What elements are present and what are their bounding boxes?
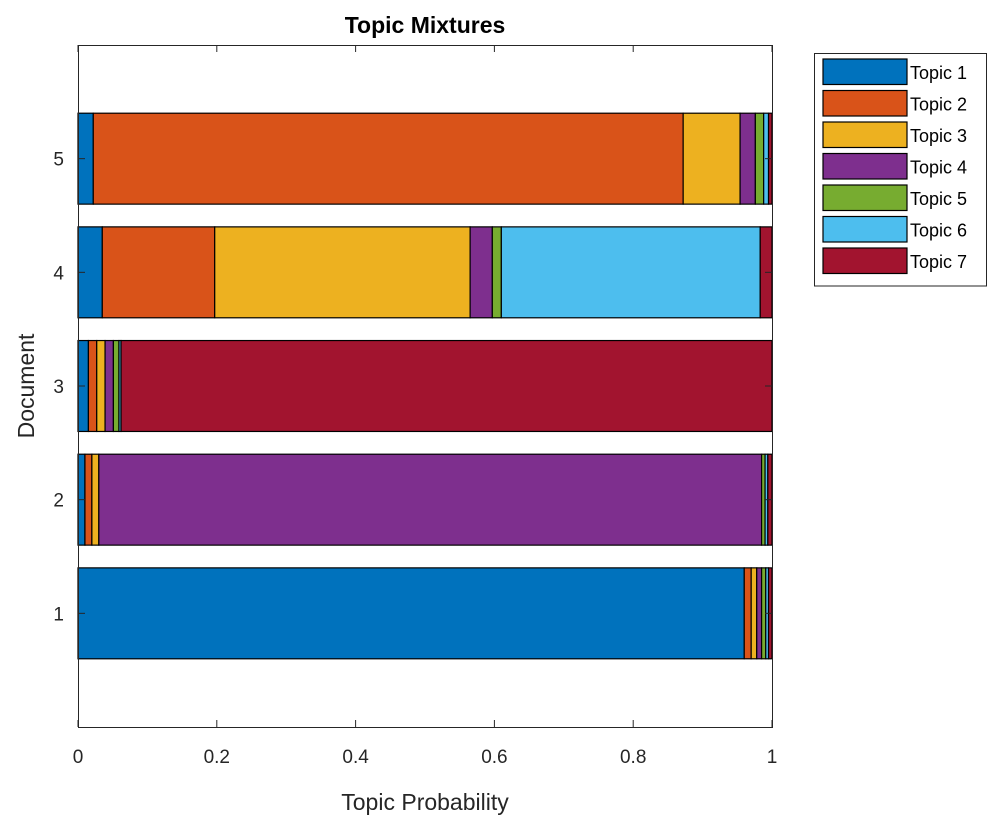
bars-group bbox=[77, 112, 773, 660]
legend-swatch-topic3 bbox=[822, 121, 908, 149]
legend-label-topic1: Topic 1 bbox=[910, 63, 967, 83]
bar-segment-doc3-topic5 bbox=[112, 339, 120, 433]
x-tick-label: 0.6 bbox=[481, 747, 507, 768]
bar-segment-doc3-topic7 bbox=[120, 339, 773, 433]
x-tick-label: 0.4 bbox=[342, 747, 369, 768]
legend-label-topic4: Topic 4 bbox=[910, 158, 967, 178]
y-tick-label: 3 bbox=[53, 377, 64, 398]
bar-segment-doc2-topic2 bbox=[84, 453, 93, 546]
x-tick-label: 0 bbox=[73, 747, 84, 768]
bar-segment-doc1-topic4 bbox=[756, 567, 763, 660]
y-tick-label: 1 bbox=[53, 604, 64, 625]
bar-segment-doc1-topic2 bbox=[743, 567, 752, 660]
bar-segment-doc3-topic4 bbox=[104, 339, 114, 433]
x-tick-label: 0.8 bbox=[620, 747, 646, 768]
legend-label-topic3: Topic 3 bbox=[910, 126, 967, 146]
bar-segment-doc4-topic6 bbox=[500, 226, 761, 319]
legend-swatch-topic6 bbox=[822, 215, 908, 243]
bar-segment-doc3-topic3 bbox=[96, 339, 106, 433]
y-axis-label: Document bbox=[13, 333, 39, 438]
legend-label-topic7: Topic 7 bbox=[910, 252, 967, 272]
y-tick-label: 5 bbox=[53, 150, 64, 171]
bar-segment-doc4-topic5 bbox=[491, 226, 502, 319]
legend: Topic 1 Topic 2 Topic 3 Topic 4 Topic 5 Topic… bbox=[814, 53, 987, 287]
legend-label-topic2: Topic 2 bbox=[910, 95, 967, 115]
bar-segment-doc1-topic1 bbox=[77, 567, 745, 660]
x-axis-ticks: 0 0.2 0.4 0.6 0.8 1 bbox=[73, 45, 778, 768]
bar-segment-doc5-topic4 bbox=[739, 112, 756, 205]
bar-segment-doc2-topic3 bbox=[91, 453, 100, 546]
x-tick-label: 0.2 bbox=[204, 747, 230, 768]
bar-segment-doc4-topic2 bbox=[101, 226, 216, 319]
legend-label-topic6: Topic 6 bbox=[910, 221, 967, 241]
bar-segment-doc4-topic4 bbox=[469, 226, 493, 319]
bar-segment-doc4-topic3 bbox=[214, 226, 471, 319]
legend-swatch-topic1 bbox=[822, 58, 908, 86]
y-axis-ticks: 1 2 3 4 5 bbox=[53, 150, 772, 625]
bar-segment-doc5-topic5 bbox=[754, 112, 765, 205]
legend-swatch-topic2 bbox=[822, 89, 908, 117]
legend-label-topic5: Topic 5 bbox=[910, 189, 967, 209]
bar-segment-doc1-topic3 bbox=[750, 567, 758, 660]
y-tick-label: 4 bbox=[53, 263, 64, 284]
bar-segment-doc3-topic2 bbox=[87, 339, 98, 433]
chart-title: Topic Mixtures bbox=[345, 12, 506, 38]
legend-swatch-topic5 bbox=[822, 184, 908, 212]
x-axis-label: Topic Probability bbox=[341, 789, 509, 815]
y-tick-label: 2 bbox=[53, 491, 64, 512]
legend-swatch-topic4 bbox=[822, 152, 908, 180]
bar-segment-doc5-topic2 bbox=[92, 112, 684, 205]
x-tick-label: 1 bbox=[767, 747, 778, 768]
bar-segment-doc2-topic4 bbox=[98, 453, 763, 546]
bar-segment-doc5-topic3 bbox=[682, 112, 741, 205]
legend-swatch-topic7 bbox=[822, 247, 908, 275]
